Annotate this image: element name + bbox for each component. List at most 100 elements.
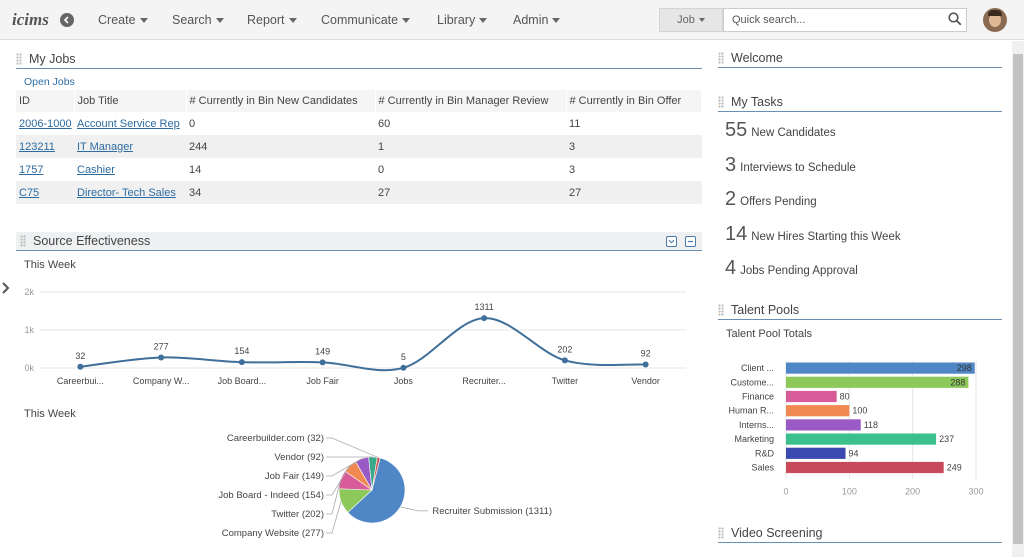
nav-library[interactable]: Library bbox=[437, 13, 488, 27]
x-tick-label: Job Fair bbox=[306, 376, 339, 386]
manager-review-count: 27 bbox=[375, 181, 566, 204]
offer-count: 3 bbox=[566, 135, 702, 158]
task-jobs-pending-approval[interactable]: 4 Jobs Pending Approval bbox=[725, 257, 858, 279]
task-new-hires[interactable]: 14 New Hires Starting this Week bbox=[725, 223, 901, 245]
new-candidates-count: 14 bbox=[189, 163, 202, 176]
drag-handle-icon[interactable] bbox=[718, 95, 724, 108]
table-row: 1757 Cashier 14 0 3 bbox=[16, 158, 702, 181]
minimize-icon[interactable] bbox=[685, 236, 696, 247]
bar bbox=[786, 376, 969, 388]
data-label: 277 bbox=[154, 341, 169, 351]
nav-admin[interactable]: Admin bbox=[513, 13, 561, 27]
data-label: 154 bbox=[234, 346, 249, 356]
y-tick-label: R&D bbox=[755, 448, 775, 458]
pie-label: Careerbuilder.com (32) bbox=[227, 433, 324, 444]
nav-search[interactable]: Search bbox=[172, 13, 224, 27]
new-candidates-count: 0 bbox=[189, 117, 196, 130]
offer-count: 11 bbox=[569, 117, 581, 130]
pie-label: Recruiter Submission (1311) bbox=[432, 506, 552, 517]
job-id-link[interactable]: 123211 bbox=[19, 140, 55, 153]
pie-label: Company Website (277) bbox=[222, 528, 324, 539]
chevron-down-icon bbox=[139, 17, 148, 23]
collapse-back-icon[interactable] bbox=[60, 13, 74, 27]
icims-logo[interactable]: icims bbox=[12, 10, 49, 29]
y-tick-label: 2k bbox=[24, 287, 34, 297]
search-scope-dropdown[interactable]: Job bbox=[659, 8, 723, 32]
leader-line bbox=[326, 437, 379, 459]
table-row: 2006-1000 Account Service Rep 0 60 11 bbox=[16, 112, 702, 135]
column-header-offer[interactable]: # Currently in Bin Offer bbox=[566, 90, 702, 112]
pie-chart-subtitle: This Week bbox=[24, 408, 76, 420]
x-tick-label: Job Board... bbox=[218, 376, 267, 386]
x-tick-label: Company W... bbox=[133, 376, 190, 386]
job-title-link[interactable]: Director- Tech Sales bbox=[77, 186, 176, 199]
column-header-new-candidates[interactable]: # Currently in Bin New Candidates bbox=[186, 90, 376, 112]
table-header-row: ID Job Title # Currently in Bin New Cand… bbox=[16, 90, 702, 112]
offer-count: 27 bbox=[566, 181, 702, 204]
bar bbox=[786, 362, 975, 374]
nav-communicate[interactable]: Communicate bbox=[321, 13, 411, 27]
talent-pool-subtitle: Talent Pool Totals bbox=[726, 328, 813, 340]
column-header-id[interactable]: ID bbox=[16, 90, 75, 112]
source-line-chart: 0k 1k 2k 32 Careerbui... 277 Company W... 154 Jo… bbox=[24, 287, 686, 386]
x-tick-label: 200 bbox=[905, 487, 920, 495]
new-candidates-count: 244 bbox=[186, 135, 375, 158]
y-tick-label: Human R... bbox=[728, 406, 774, 416]
y-tick-label: Sales bbox=[751, 463, 774, 473]
scrollbar-thumb[interactable] bbox=[1013, 54, 1023, 544]
column-header-manager-review[interactable]: # Currently in Bin Manager Review bbox=[375, 90, 567, 112]
bar bbox=[786, 405, 850, 417]
leader-line bbox=[400, 506, 429, 512]
task-interviews-to-schedule[interactable]: 3 Interviews to Schedule bbox=[725, 154, 856, 176]
x-tick-label: Recruiter... bbox=[462, 376, 506, 386]
job-id-link[interactable]: C75 bbox=[19, 186, 40, 199]
column-header-job-title[interactable]: Job Title bbox=[74, 90, 187, 112]
user-avatar[interactable] bbox=[983, 8, 1007, 32]
data-label: 32 bbox=[75, 351, 85, 361]
open-jobs-link[interactable]: Open Jobs bbox=[24, 76, 75, 88]
nav-report[interactable]: Report bbox=[247, 13, 297, 27]
job-id-link[interactable]: 2006-1000 bbox=[19, 117, 72, 130]
job-id-link[interactable]: 1757 bbox=[19, 163, 44, 176]
pie-label: Job Fair (149) bbox=[265, 471, 324, 482]
job-title-link[interactable]: Cashier bbox=[77, 163, 115, 176]
manager-review-count: 0 bbox=[378, 163, 385, 176]
data-point bbox=[238, 359, 245, 366]
nav-create[interactable]: Create bbox=[98, 13, 148, 27]
talent-pool-bar-chart: 0 100 200 300 Client ... 298 Custome... 288 Fina… bbox=[728, 361, 984, 495]
dropdown-toggle-icon[interactable] bbox=[666, 236, 677, 247]
quick-search-input[interactable] bbox=[723, 8, 967, 32]
data-label: 94 bbox=[849, 448, 859, 458]
job-title-link[interactable]: IT Manager bbox=[77, 140, 134, 153]
data-point bbox=[400, 364, 407, 371]
y-tick-label: Finance bbox=[742, 392, 774, 402]
chevron-down-icon bbox=[402, 17, 411, 23]
x-tick-label: Careerbui... bbox=[57, 376, 104, 386]
x-tick-label: 300 bbox=[968, 487, 983, 495]
source-effectiveness-header: Source Effectiveness bbox=[16, 232, 702, 251]
my-tasks-title: My Tasks bbox=[731, 94, 783, 109]
job-title-link[interactable]: Account Service Rep bbox=[77, 117, 180, 130]
task-new-candidates[interactable]: 55 New Candidates bbox=[725, 119, 836, 141]
data-point bbox=[561, 357, 568, 364]
chevron-down-icon bbox=[215, 17, 224, 23]
bar bbox=[786, 447, 846, 459]
drag-handle-icon[interactable] bbox=[16, 52, 22, 65]
search-icon[interactable] bbox=[948, 12, 962, 26]
bar bbox=[786, 419, 861, 431]
drag-handle-icon[interactable] bbox=[718, 526, 724, 539]
y-tick-label: 0k bbox=[24, 363, 34, 373]
task-offers-pending[interactable]: 2 Offers Pending bbox=[725, 188, 817, 210]
drag-handle-icon[interactable] bbox=[718, 303, 724, 316]
manager-review-count: 1 bbox=[375, 135, 566, 158]
leader-line bbox=[326, 465, 351, 496]
my-jobs-title: My Jobs bbox=[29, 51, 76, 66]
chevron-right-icon[interactable] bbox=[0, 280, 12, 296]
offer-count: 3 bbox=[569, 163, 576, 176]
manager-review-count: 60 bbox=[378, 117, 391, 130]
series-line bbox=[80, 317, 646, 372]
y-tick-label: Marketing bbox=[734, 434, 774, 444]
video-screening-header: Video Screening bbox=[718, 523, 1002, 543]
drag-handle-icon[interactable] bbox=[20, 235, 26, 247]
drag-handle-icon[interactable] bbox=[718, 51, 724, 64]
